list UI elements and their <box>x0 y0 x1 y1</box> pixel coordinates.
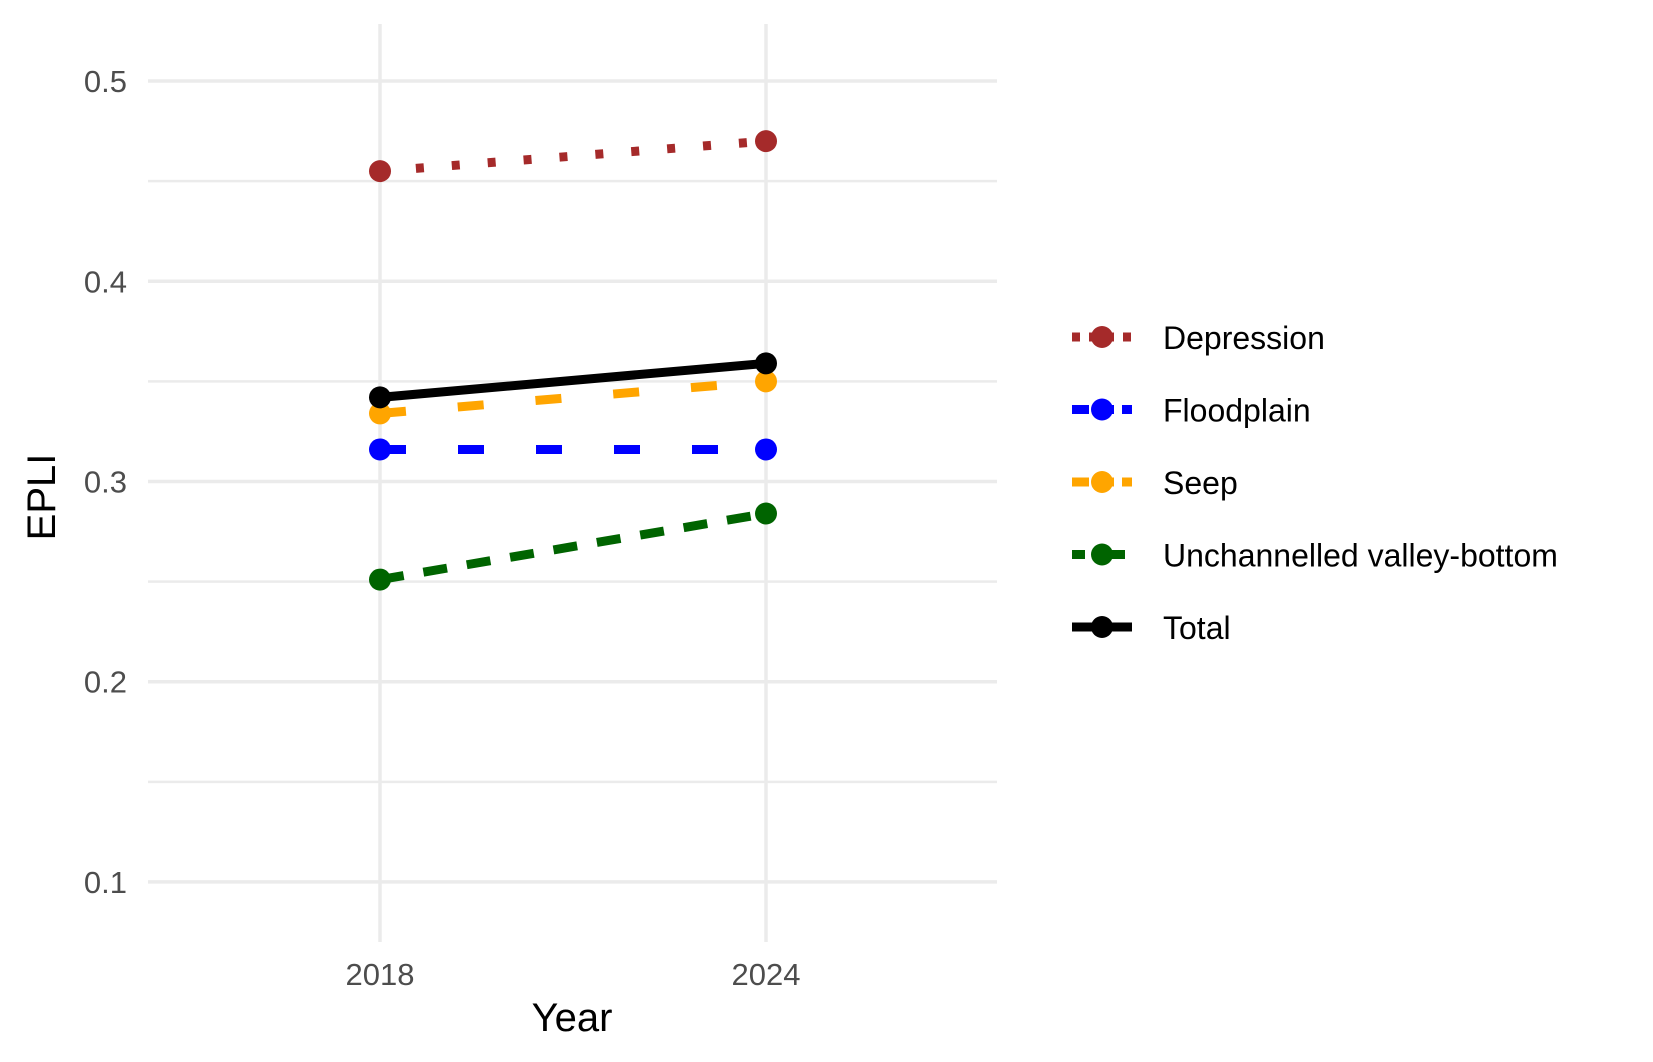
x-axis-title: Year <box>532 996 613 1040</box>
y-tick-label: 0.1 <box>84 865 127 900</box>
y-tick-label: 0.4 <box>84 264 127 299</box>
y-tick-label: 0.5 <box>84 64 127 99</box>
legend-point-key <box>1091 616 1113 638</box>
legend-point-key <box>1091 398 1113 421</box>
series-total <box>369 352 777 409</box>
legend-label: Depression <box>1163 320 1325 356</box>
legend-label: Floodplain <box>1163 393 1311 429</box>
legend: Depression Floodplain Seep Unchannelled val… <box>1072 320 1558 646</box>
grid <box>148 24 997 942</box>
legend-point-key <box>1091 326 1113 348</box>
data-point <box>369 402 391 425</box>
legend-item: Unchannelled valley-bottom <box>1072 538 1558 574</box>
legend-item: Total <box>1072 610 1231 646</box>
series-line <box>379 509 767 585</box>
y-axis-title: EPLI <box>20 454 64 541</box>
data-point <box>369 438 391 461</box>
series-unchannelled-valley-bottom <box>369 502 777 591</box>
x-axis-ticks: 2018 2024 <box>346 957 801 992</box>
series-depression <box>369 130 777 183</box>
data-point <box>755 130 777 153</box>
legend-label: Total <box>1163 610 1231 646</box>
series-line <box>379 358 767 402</box>
data-point <box>369 568 391 591</box>
data-point <box>369 160 391 183</box>
series-floodplain <box>369 438 777 461</box>
legend-item: Seep <box>1072 465 1238 501</box>
series-seep <box>369 370 777 425</box>
y-axis-ticks: 0.1 0.2 0.3 0.4 0.5 <box>84 64 127 900</box>
plot-series <box>369 130 777 591</box>
data-point <box>755 502 777 525</box>
data-point <box>755 370 777 393</box>
data-point <box>755 438 777 461</box>
x-tick-label: 2018 <box>346 957 415 992</box>
legend-point-key <box>1091 543 1113 566</box>
series-line <box>379 136 767 176</box>
data-point <box>755 352 777 375</box>
legend-item: Floodplain <box>1072 393 1311 429</box>
y-tick-label: 0.3 <box>84 464 127 499</box>
legend-item: Depression <box>1072 320 1325 356</box>
y-tick-label: 0.2 <box>84 665 127 700</box>
legend-point-key <box>1091 471 1113 493</box>
legend-label: Unchannelled valley-bottom <box>1163 538 1558 574</box>
x-tick-label: 2024 <box>732 957 801 992</box>
data-point <box>369 386 391 409</box>
legend-label: Seep <box>1163 465 1238 501</box>
series-line <box>379 376 767 418</box>
